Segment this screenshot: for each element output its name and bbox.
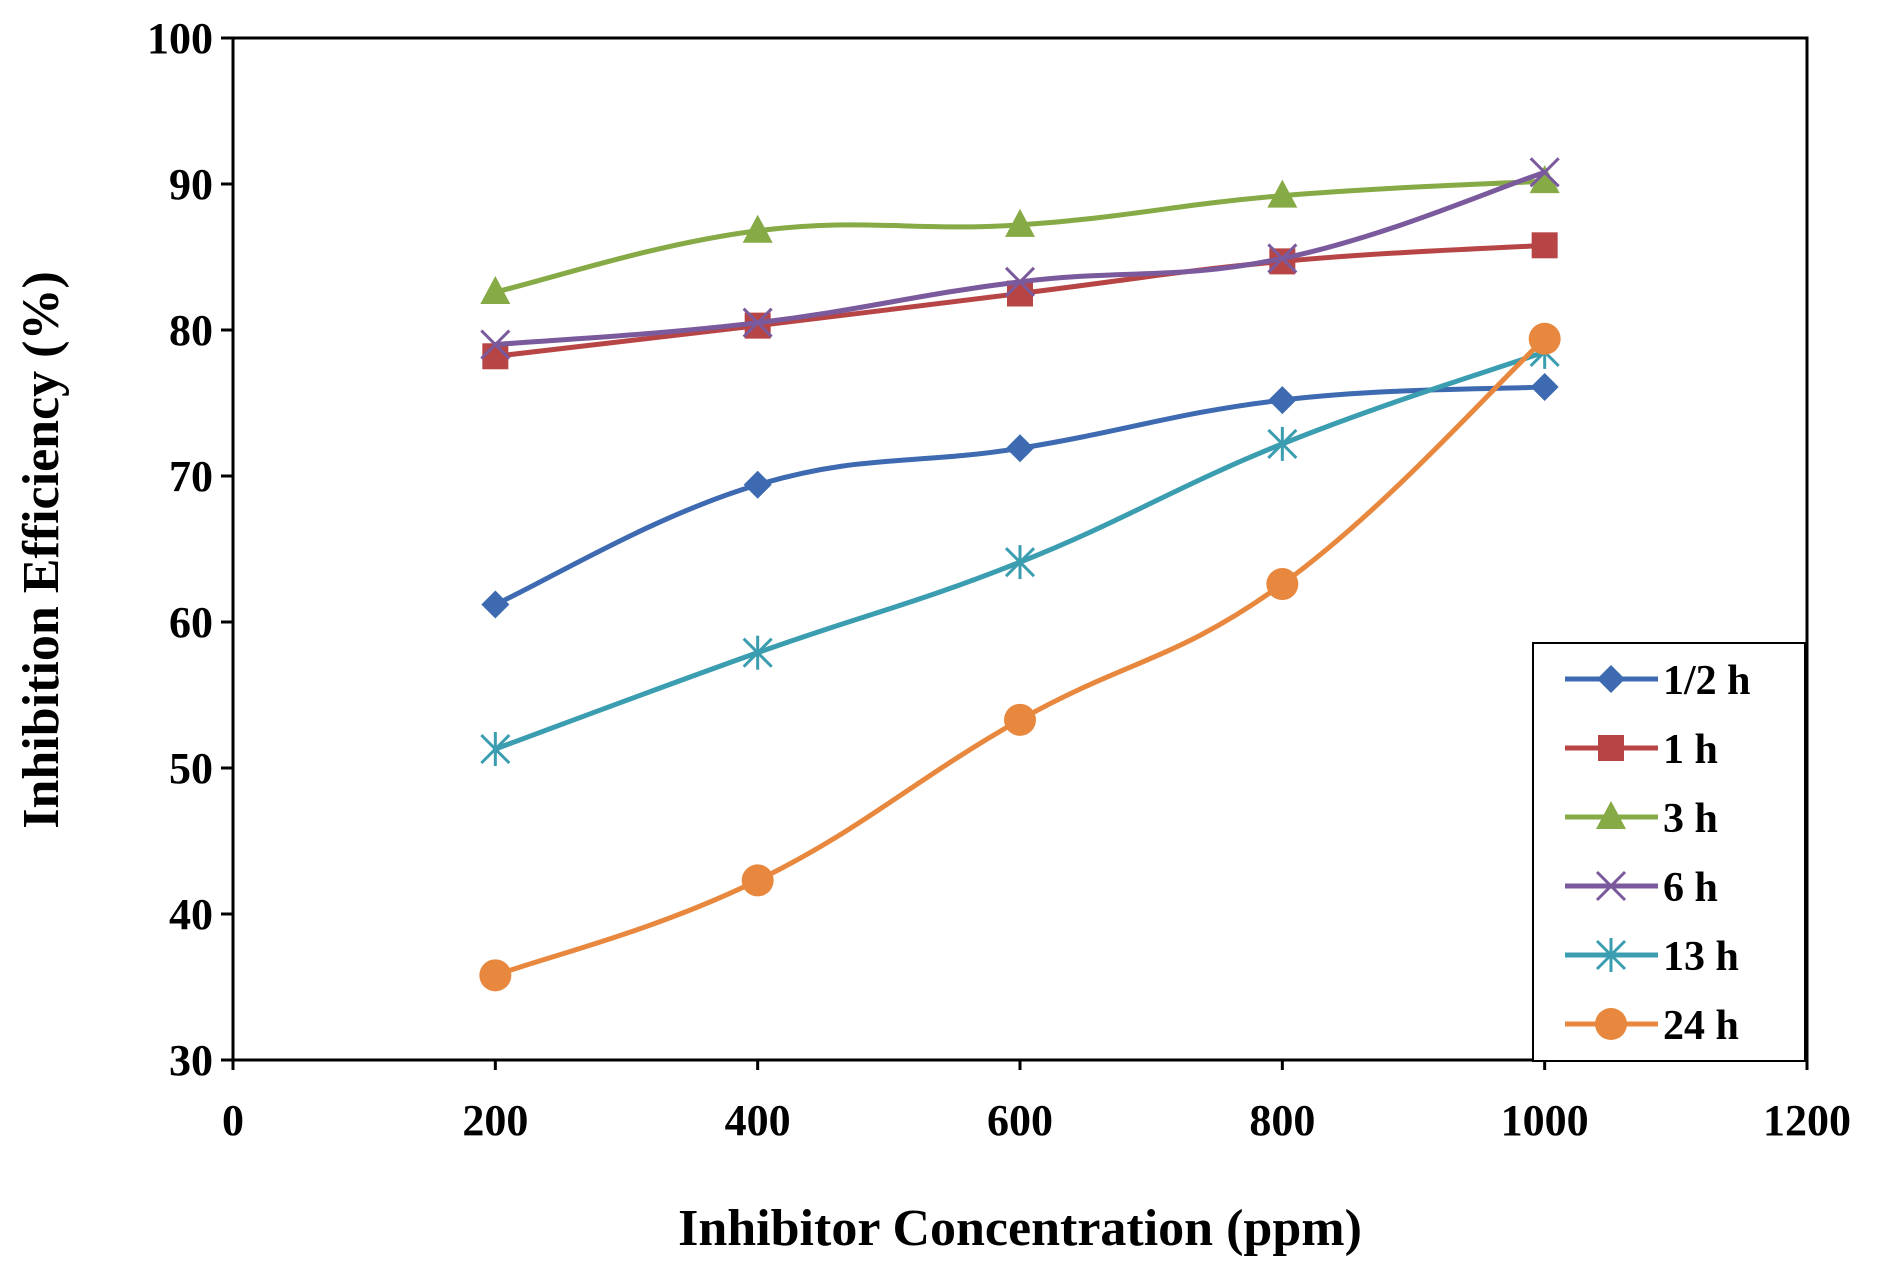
data-point [479,959,512,992]
legend-frame [1532,642,1806,1062]
data-point [1267,179,1298,208]
data-point [1598,735,1624,761]
series-3-h [480,165,1560,305]
x-tick-label: 400 [725,1096,791,1145]
data-point [742,214,773,243]
y-tick-label: 60 [169,598,213,647]
data-point [1004,545,1036,580]
series-1-2-h [481,372,1559,619]
legend-item: 6 h [1565,865,1718,911]
data-point [1529,165,1560,194]
y-tick-label: 90 [169,160,213,209]
data-point [1004,703,1036,736]
data-point [1597,665,1625,693]
data-point [741,864,774,897]
series-13-h [480,334,1560,767]
data-point [480,276,511,305]
data-point [1595,870,1627,902]
data-point [1268,386,1297,415]
legend-item: 13 h [1565,934,1739,980]
y-tick-label: 70 [169,452,213,501]
y-tick-label: 40 [169,890,213,939]
x-tick-label: 200 [462,1096,528,1145]
data-point [742,307,773,338]
data-point [482,343,509,370]
x-tick-label: 0 [222,1096,244,1145]
y-tick-label: 100 [147,14,213,63]
y-tick-label: 30 [169,1036,213,1085]
legend-label: 1/2 h [1663,658,1751,704]
data-point [1530,372,1559,401]
legend-item: 3 h [1565,796,1718,842]
series-6-h [480,157,1560,360]
data-point [480,329,511,360]
y-tick-label: 50 [169,744,213,793]
data-point [1529,157,1560,188]
legend-item: 1/2 h [1565,658,1751,704]
legend-label: 1 h [1663,727,1718,773]
data-point [743,470,772,499]
data-point [1528,322,1561,355]
series-layer [479,157,1561,992]
series-line [492,336,1548,978]
legend-label: 13 h [1663,934,1739,980]
data-point [481,590,510,619]
data-point [1595,938,1627,972]
data-point [1267,426,1298,461]
x-tick-label: 800 [1249,1096,1315,1145]
legend-label: 3 h [1663,796,1718,842]
data-point [1595,1008,1627,1040]
data-point [1004,266,1036,297]
data-point [1266,568,1299,601]
data-point [742,635,773,670]
data-point [1531,232,1558,259]
y-tick-label: 80 [169,306,213,355]
legend: 1/2 h 1 h 3 h 6 h 13 h 24 h [1532,642,1806,1062]
x-axis-title: Inhibitor Concentration (ppm) [678,1200,1362,1257]
data-point [480,732,511,767]
series-line [492,169,1548,348]
x-tick-label: 600 [987,1096,1053,1145]
legend-item: 1 h [1565,727,1718,773]
legend-label: 24 h [1663,1003,1739,1049]
series-24-h [479,322,1561,992]
x-tick-label: 1000 [1501,1096,1589,1145]
data-point [1005,208,1035,237]
data-point [1267,243,1298,274]
data-point [1006,434,1034,463]
legend-label: 6 h [1663,865,1718,911]
data-point [1596,801,1626,829]
legend-item: 24 h [1565,1003,1739,1049]
y-axis-title: Inhibition Efficiency (%) [13,271,70,829]
x-axis-ticks: 0 200 400 600 800 1000 1200 [222,1060,1851,1145]
x-tick-label: 1200 [1763,1096,1851,1145]
y-axis-ticks: 30 40 50 60 70 80 90 100 [147,14,233,1085]
